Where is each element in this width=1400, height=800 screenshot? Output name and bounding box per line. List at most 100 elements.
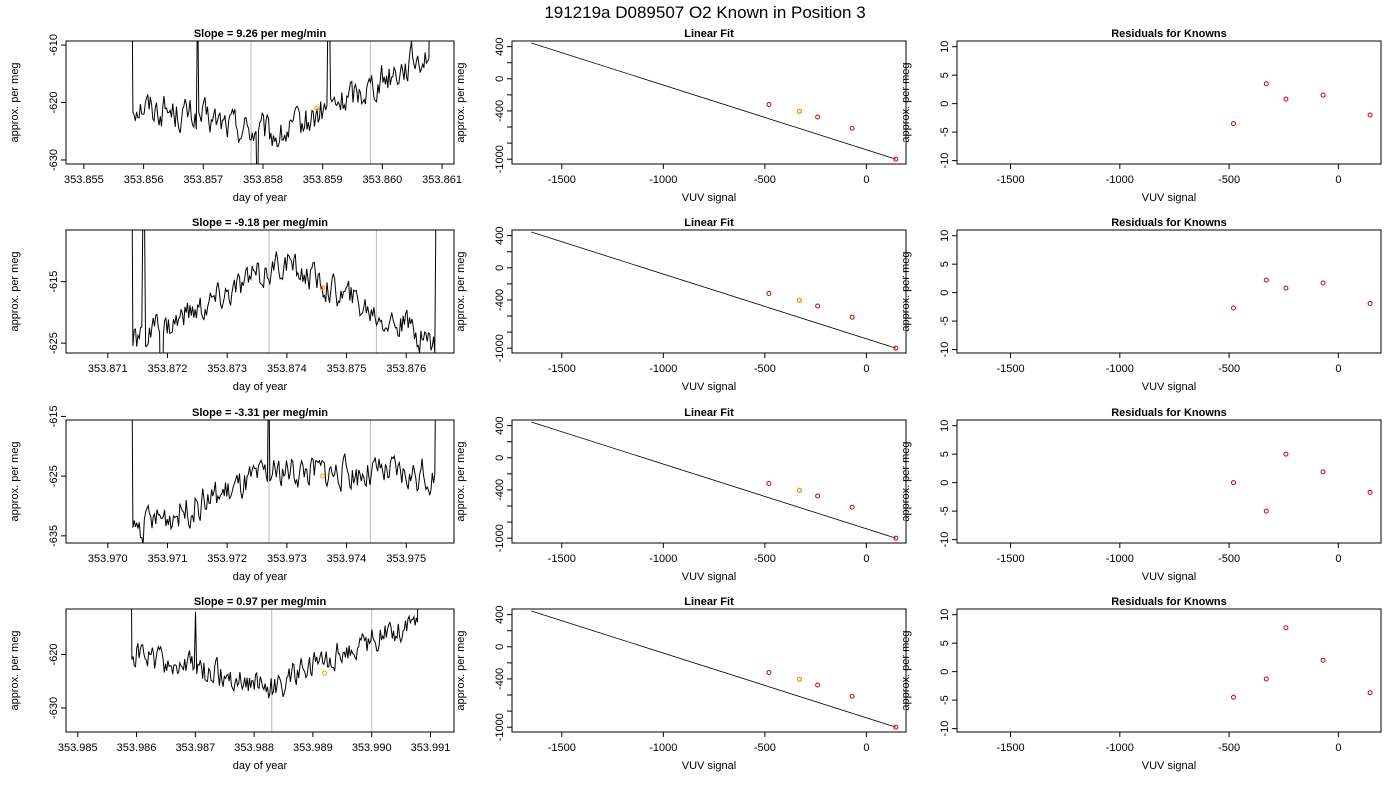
x-axis-label: VUV signal [1142, 760, 1196, 772]
fit-line [531, 421, 896, 539]
x-tick-label: -500 [754, 553, 776, 565]
panel-linear-fit-1: Linear Fit -1500 -1000 -500 0 -1000 -400 0 400 VU… [455, 28, 907, 204]
y-axis-label: approx. per meg [9, 251, 21, 331]
x-tick-label: 0 [1335, 742, 1341, 754]
data-trace [131, 609, 419, 699]
residual-point [1367, 300, 1373, 306]
y-tick-label: 0 [494, 76, 506, 82]
residual-point [1283, 96, 1289, 102]
data-trace [131, 41, 430, 164]
x-tick-label: 0 [863, 174, 869, 186]
x-tick-label: 353.861 [422, 174, 462, 186]
plot-area [131, 230, 437, 353]
y-tick-label: 0 [939, 290, 951, 296]
y-tick-label: -610 [48, 34, 60, 56]
y-tick-label: 10 [939, 41, 951, 53]
panel-title: Linear Fit [684, 217, 734, 229]
plot-area [531, 421, 899, 541]
x-axis-label: day of year [233, 381, 288, 393]
plot-frame [65, 419, 455, 544]
panel-linear-fit-4: Linear Fit -1500 -1000 -500 0 -1000 -400 0 400 VU… [455, 596, 907, 772]
y-tick-label: -10 [939, 721, 951, 737]
panel-residuals-3: Residuals for Knowns -1500 -1000 -500 0 -10 -5… [900, 407, 1382, 583]
panel-title: Slope = 9.26 per meg/min [194, 28, 327, 40]
x-tick-label: -1500 [996, 553, 1024, 565]
figure-title: 191219a D089507 O2 Known in Position 3 [544, 3, 865, 22]
x-tick-label: -1500 [996, 174, 1024, 186]
x-axis-label: VUV signal [682, 571, 736, 583]
highlight-point [314, 105, 320, 111]
plot-area [131, 609, 419, 732]
y-tick-label: 10 [939, 609, 951, 621]
data-trace [131, 230, 437, 353]
panel-linear-fit-2: Linear Fit -1500 -1000 -500 0 -1000 -400 0 400 VU… [455, 217, 907, 393]
y-tick-label: -10 [939, 153, 951, 169]
data-point [893, 535, 899, 541]
y-tick-label: 0 [939, 480, 951, 486]
residual-point [1230, 121, 1236, 127]
x-tick-label: 353.975 [386, 553, 426, 565]
data-point [815, 114, 821, 120]
x-tick-label: -1500 [548, 742, 576, 754]
data-point [849, 314, 855, 320]
x-axis-label: VUV signal [1142, 192, 1196, 204]
panel-time-series-2: Slope = -9.18 per meg/min 353.871 353.872 3… [9, 217, 455, 393]
y-tick-label: 0 [494, 455, 506, 461]
data-point [766, 291, 772, 297]
data-point [766, 481, 772, 487]
x-tick-label: 0 [863, 363, 869, 375]
residual-point [1230, 305, 1236, 311]
y-tick-label: 5 [939, 72, 951, 78]
panel-title: Residuals for Knowns [1111, 28, 1227, 40]
y-axis-label: approx. per meg [900, 630, 912, 710]
x-axis-label: day of year [233, 760, 288, 772]
x-tick-label: 0 [863, 742, 869, 754]
x-tick-label: 0 [863, 553, 869, 565]
y-axis-label: approx. per meg [455, 630, 467, 710]
plot-frame [956, 608, 1382, 733]
y-tick-label: -635 [48, 525, 60, 547]
plot-frame [511, 40, 907, 165]
panel-title: Residuals for Knowns [1111, 217, 1227, 229]
y-tick-label: -5 [939, 316, 951, 326]
x-tick-label: 353.871 [88, 363, 128, 375]
panel-title: Linear Fit [684, 28, 734, 40]
data-point [849, 125, 855, 131]
x-tick-label: -500 [1218, 742, 1240, 754]
plot-area [1230, 81, 1373, 127]
data-point [766, 670, 772, 676]
x-tick-label: 353.856 [124, 174, 164, 186]
y-tick-label: 400 [494, 605, 506, 623]
x-tick-label: -1500 [548, 174, 576, 186]
data-trace [131, 420, 436, 543]
y-tick-label: -615 [48, 271, 60, 293]
data-point [893, 724, 899, 730]
x-axis-label: VUV signal [1142, 381, 1196, 393]
y-tick-label: 400 [494, 226, 506, 244]
residual-point [1283, 451, 1289, 457]
panel-title: Residuals for Knowns [1111, 596, 1227, 608]
y-tick-label: 400 [494, 37, 506, 55]
plot-area [1230, 625, 1373, 700]
plot-frame [511, 419, 907, 544]
x-tick-label: 353.973 [267, 553, 307, 565]
plot-frame [511, 229, 907, 354]
data-point [766, 102, 772, 108]
x-tick-label: -1500 [996, 742, 1024, 754]
x-axis-label: VUV signal [682, 192, 736, 204]
data-point [849, 504, 855, 510]
highlight-point [322, 670, 328, 676]
x-tick-label: 353.989 [293, 742, 333, 754]
plot-frame [65, 40, 455, 165]
y-axis-label: approx. per meg [9, 630, 21, 710]
fit-line [531, 231, 896, 349]
panel-title: Linear Fit [684, 407, 734, 419]
plot-area [531, 231, 899, 351]
y-tick-label: -5 [939, 127, 951, 137]
y-tick-label: 400 [494, 416, 506, 434]
x-tick-label: -1500 [996, 363, 1024, 375]
panel-residuals-4: Residuals for Knowns -1500 -1000 -500 0 -10 -5… [900, 596, 1382, 772]
x-tick-label: -1000 [1106, 742, 1134, 754]
panel-residuals-2: Residuals for Knowns -1500 -1000 -500 0 -10 -5… [900, 217, 1382, 393]
